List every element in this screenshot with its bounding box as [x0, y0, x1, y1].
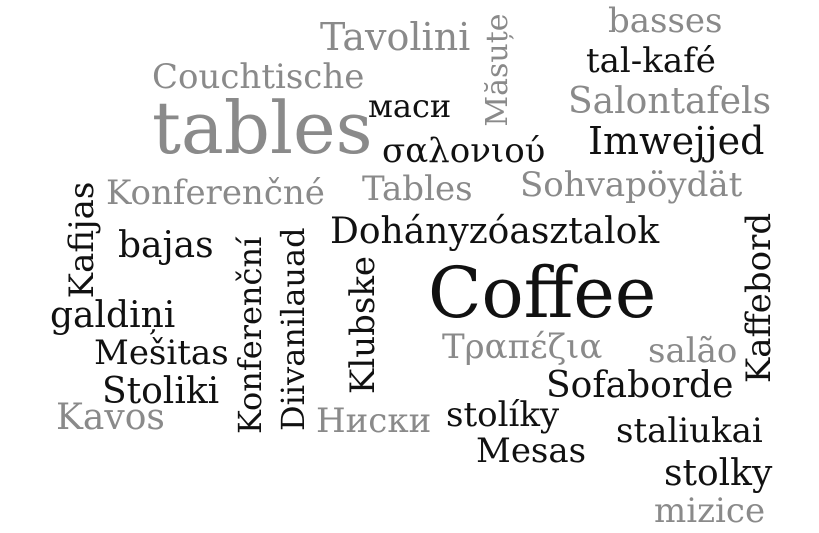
word-dohanyzoasztalok: Dohányzóasztalok — [330, 211, 660, 252]
word-salao: salão — [648, 331, 738, 371]
word-imwejjed: Imwejjed — [588, 119, 765, 163]
word-couchtische: Couchtische — [152, 57, 365, 97]
word-konferencni: Konferenční — [231, 236, 269, 434]
word-kafijas: Kafijas — [62, 181, 102, 299]
word-tal-kafe: tal-kafé — [586, 41, 716, 81]
word-stoliky: stolíky — [446, 395, 560, 435]
word-salontafels: Salontafels — [568, 81, 772, 122]
word-sofaborde: Sofaborde — [546, 365, 734, 406]
word-klubske: Klubske — [343, 255, 383, 395]
word-mizice: mizice — [654, 491, 766, 531]
word-mesas: Mesas — [476, 431, 587, 471]
word-kavos: Kavos — [56, 397, 165, 438]
word-tavolini: Tavolini — [320, 15, 471, 59]
word-niski: Ниски — [316, 401, 432, 441]
word-konferencne: Konferenčné — [106, 173, 325, 213]
word-diivanilauad: Diivanilauad — [274, 227, 312, 431]
word-stolky: stolky — [664, 453, 773, 494]
word-stoliki: Stoliki — [102, 371, 220, 412]
word-staliukai: staliukai — [616, 411, 763, 451]
word-salonio: σαλονιού — [382, 131, 546, 171]
word-basses: basses — [608, 1, 723, 41]
word-kaffebord: Kaffebord — [739, 212, 779, 384]
word-galdini: galdiņi — [50, 295, 176, 336]
word-tables-large: tables — [152, 86, 373, 170]
word-mesitas: Mešitas — [94, 333, 229, 373]
word-bajas: bajas — [118, 225, 214, 266]
word-masute: Măsuțe — [480, 13, 515, 127]
word-coffee: Coffee — [428, 252, 657, 334]
word-sohvapoydat: Sohvapöydät — [520, 165, 743, 205]
word-masi: маси — [368, 87, 452, 125]
word-tables-small: Tables — [362, 169, 473, 209]
word-trapezia: Τραπέζια — [442, 327, 603, 367]
